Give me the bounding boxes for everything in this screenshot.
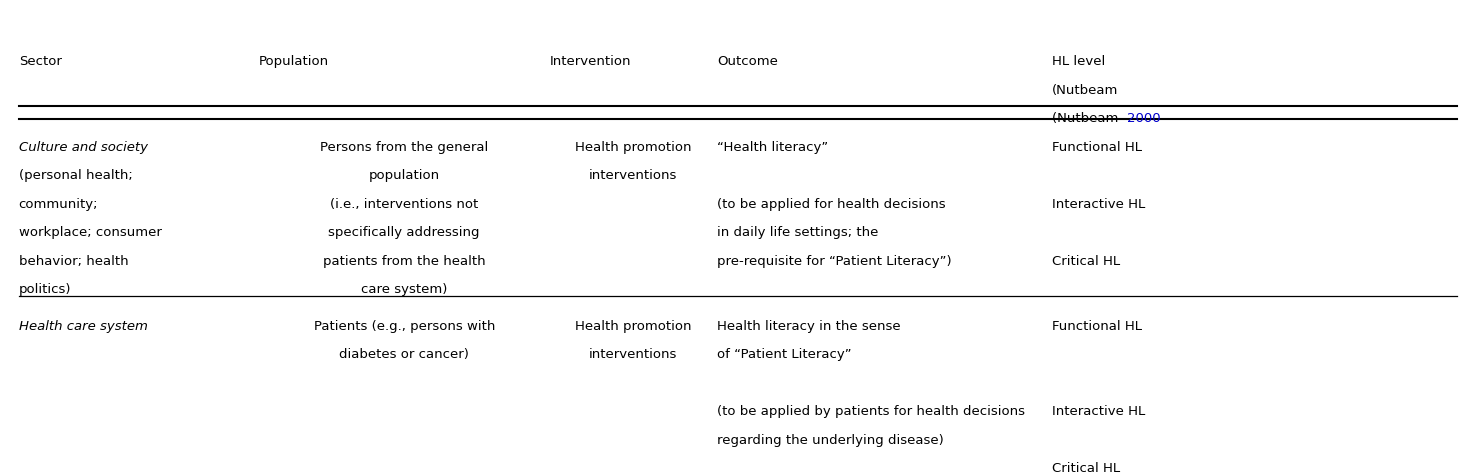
Text: “Health literacy”: “Health literacy”: [717, 141, 828, 153]
Text: diabetes or cancer): diabetes or cancer): [339, 348, 470, 361]
Text: specifically addressing: specifically addressing: [329, 226, 480, 239]
Text: community;: community;: [19, 198, 98, 211]
Text: (personal health;: (personal health;: [19, 169, 133, 182]
Text: Critical HL: Critical HL: [1052, 462, 1119, 475]
Text: workplace; consumer: workplace; consumer: [19, 226, 161, 239]
Text: interventions: interventions: [590, 169, 677, 182]
Text: Health promotion: Health promotion: [575, 320, 692, 332]
Text: Health literacy in the sense: Health literacy in the sense: [717, 320, 901, 332]
Text: care system): care system): [361, 284, 448, 296]
Text: (i.e., interventions not: (i.e., interventions not: [331, 198, 478, 211]
Text: in daily life settings; the: in daily life settings; the: [717, 226, 878, 239]
Text: Interactive HL: Interactive HL: [1052, 405, 1144, 418]
Text: Culture and society: Culture and society: [19, 141, 148, 153]
Text: politics): politics): [19, 284, 72, 296]
Text: pre-requisite for “Patient Literacy”): pre-requisite for “Patient Literacy”): [717, 255, 951, 268]
Text: Critical HL: Critical HL: [1052, 255, 1119, 268]
Text: Health care system: Health care system: [19, 320, 148, 332]
Text: Sector: Sector: [19, 55, 61, 68]
Text: of “Patient Literacy”: of “Patient Literacy”: [717, 348, 851, 361]
Text: interventions: interventions: [590, 348, 677, 361]
Text: regarding the underlying disease): regarding the underlying disease): [717, 434, 944, 447]
Text: behavior; health: behavior; health: [19, 255, 129, 268]
Text: Functional HL: Functional HL: [1052, 320, 1141, 332]
Text: Population: Population: [259, 55, 329, 68]
Text: Intervention: Intervention: [550, 55, 631, 68]
Text: Functional HL: Functional HL: [1052, 141, 1141, 153]
Text: Interactive HL: Interactive HL: [1052, 198, 1144, 211]
Text: 2000: 2000: [1127, 113, 1160, 125]
Text: patients from the health: patients from the health: [323, 255, 486, 268]
Text: (Nutbeam: (Nutbeam: [1052, 113, 1122, 125]
Text: Outcome: Outcome: [717, 55, 778, 68]
Text: HL level: HL level: [1052, 55, 1105, 68]
Text: Persons from the general: Persons from the general: [320, 141, 489, 153]
Text: Patients (e.g., persons with: Patients (e.g., persons with: [313, 320, 494, 332]
Text: (Nutbeam: (Nutbeam: [1052, 84, 1118, 97]
Text: (to be applied for health decisions: (to be applied for health decisions: [717, 198, 945, 211]
Text: population: population: [369, 169, 440, 182]
Text: Health promotion: Health promotion: [575, 141, 692, 153]
Text: (to be applied by patients for health decisions: (to be applied by patients for health de…: [717, 405, 1026, 418]
